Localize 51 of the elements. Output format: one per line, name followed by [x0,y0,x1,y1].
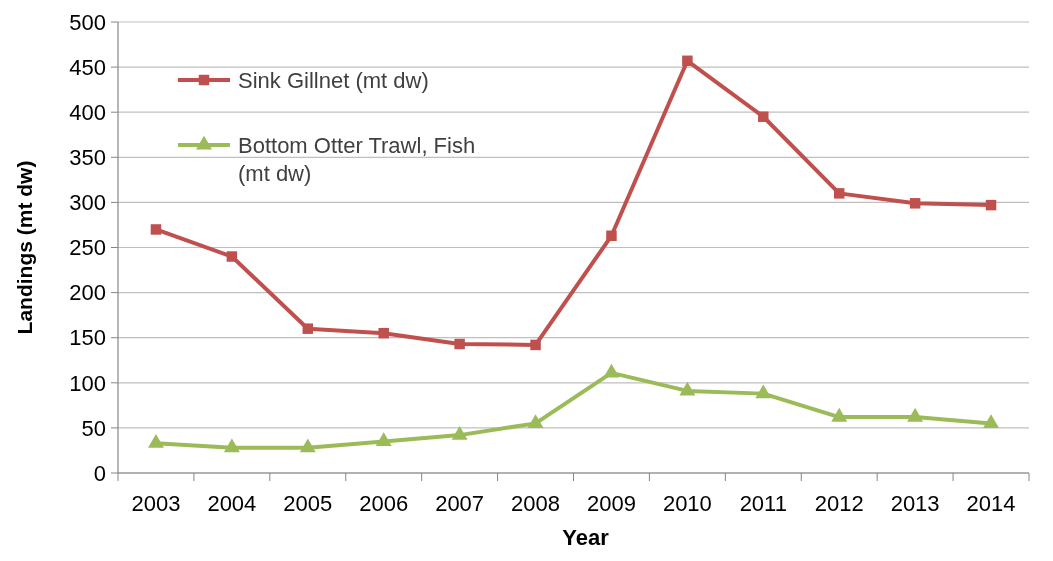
point [451,425,468,440]
y-tick-label: 350 [69,145,106,170]
point [983,414,1000,428]
y-tick-label: 200 [69,280,106,306]
point [682,55,693,67]
point [223,438,240,453]
point [831,407,848,422]
legend-label: Sink Gillnet (mt dw) [238,67,429,93]
point [758,111,769,122]
x-tick-label: 2009 [586,491,636,516]
point [226,251,238,262]
point [603,363,620,378]
x-tick-label: 2012 [814,491,864,516]
x-tick-label: 2013 [890,491,940,516]
point [150,224,162,235]
x-axis-title: Year [562,525,610,550]
point [755,384,772,399]
x-tick-label: 2008 [511,491,561,516]
x-tick-label: 2010 [662,491,712,516]
point [299,438,316,453]
point [147,434,164,448]
y-tick-label: 0 [93,460,106,486]
point [378,327,389,339]
y-tick-label: 400 [69,99,106,125]
point [833,188,845,199]
x-tick-label: 2007 [435,491,485,516]
point [606,230,617,242]
x-tick-label: 2004 [207,491,257,516]
y-tick-label: 250 [69,235,106,261]
y-tick-label: 500 [69,9,106,35]
point [985,199,997,211]
x-tick-label: 2011 [739,491,787,516]
point [302,323,314,334]
x-tick-label: 2003 [131,491,181,516]
x-tick-label: 2014 [966,491,1016,516]
x-tick-label: 2006 [359,491,409,516]
point [454,338,465,350]
y-tick-label: 100 [69,370,106,396]
point [375,432,392,447]
x-tick-label: 2005 [283,491,333,516]
y-tick-label: 300 [69,190,106,216]
y-tick-label: 150 [69,325,106,351]
point [907,407,924,422]
y-axis-title: Landings (mt dw) [13,160,36,335]
y-tick-label: 50 [81,415,106,441]
y-tick-label: 450 [69,54,106,80]
point [530,339,541,351]
legend-label: Bottom Otter Trawl, Fish (mt dw) [238,132,476,187]
point [909,198,921,209]
point [527,414,544,428]
point [679,381,696,396]
